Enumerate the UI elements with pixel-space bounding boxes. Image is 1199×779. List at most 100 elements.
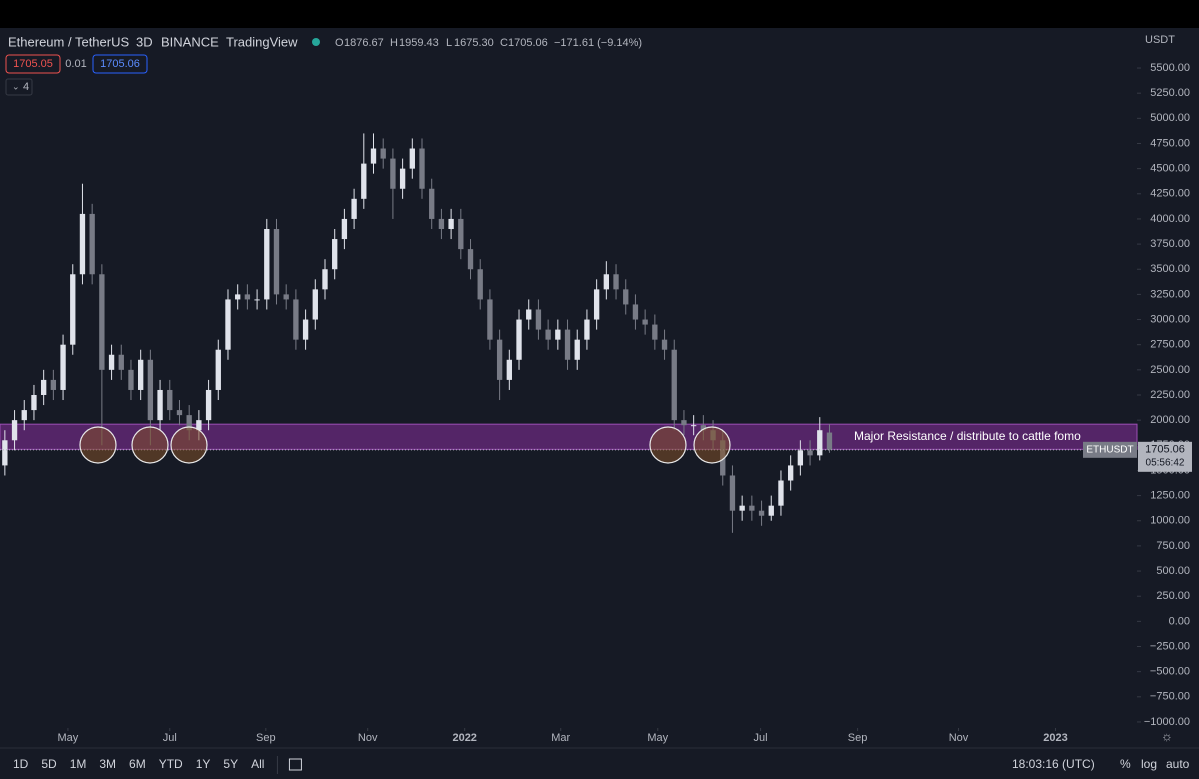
x-tick-label: Jul <box>754 732 768 744</box>
x-tick-label: Nov <box>949 732 969 744</box>
countdown: 05:56:42 <box>1146 457 1185 468</box>
candle-body <box>438 218 445 229</box>
price-tag-text: 1705.06 <box>1145 444 1185 456</box>
y-tick-label: −250.00 <box>1150 640 1190 652</box>
candle-body <box>235 294 241 300</box>
settings-icon[interactable]: ☼ <box>1161 728 1173 743</box>
low: 1675.30 <box>454 37 494 49</box>
candle-body <box>807 450 813 456</box>
sell-box[interactable] <box>5 54 61 74</box>
range-button[interactable]: YTD <box>159 757 183 771</box>
candle-body <box>176 410 183 416</box>
status-dot <box>312 38 320 46</box>
currency[interactable]: USDT <box>1145 34 1175 46</box>
exchange: BINANCE <box>161 34 219 49</box>
candle-body <box>797 450 804 466</box>
candle-body <box>138 359 144 390</box>
candle-body <box>506 359 512 380</box>
candle-body <box>60 344 66 390</box>
open: 1876.67 <box>344 37 384 49</box>
range-button[interactable]: 1Y <box>196 757 211 771</box>
y-tick-label: 2000.00 <box>1150 414 1190 426</box>
x-tick-label: May <box>58 732 79 744</box>
candle-body <box>758 510 765 516</box>
candle-body <box>390 158 396 189</box>
candle-body <box>302 319 309 340</box>
symbol: Ethereum / TetherUS <box>8 34 129 49</box>
y-tick-label: 5500.00 <box>1150 62 1190 74</box>
log-toggle[interactable]: log <box>1141 757 1157 771</box>
close: 1705.06 <box>508 37 548 49</box>
candle-body <box>79 213 86 275</box>
indicator-count[interactable]: 4 <box>23 81 29 93</box>
candle-body <box>341 218 348 240</box>
y-tick-label: −500.00 <box>1150 666 1190 678</box>
candle-body <box>205 389 212 421</box>
range-button[interactable]: 1D <box>13 757 29 771</box>
candle-body <box>254 299 260 301</box>
range-button[interactable]: All <box>251 757 264 771</box>
compare-icon[interactable] <box>288 758 302 771</box>
y-tick-label: 2500.00 <box>1150 364 1190 376</box>
candle-body <box>729 475 736 511</box>
candle-body <box>118 354 124 370</box>
symbol-tag-text: ETHUSDT <box>1086 444 1133 455</box>
y-tick-label: 4250.00 <box>1150 188 1190 200</box>
candle-body <box>380 148 386 159</box>
range-button[interactable]: 5D <box>41 757 57 771</box>
candle-body <box>700 425 707 431</box>
y-tick-label: 750.00 <box>1156 540 1190 552</box>
h-label: H <box>390 37 398 49</box>
candle-body <box>642 319 648 325</box>
circle-marker <box>693 426 731 464</box>
indicator-toggle[interactable] <box>5 78 33 96</box>
candle-body <box>545 329 551 340</box>
candle-body <box>632 304 639 320</box>
range-button[interactable]: 1M <box>70 757 87 771</box>
symbol-tag <box>1083 441 1137 458</box>
candle-body <box>690 425 697 427</box>
candle-body <box>613 274 619 290</box>
candle-body <box>264 228 270 300</box>
buy-price[interactable]: 1705.06 <box>100 58 140 70</box>
candle-body <box>817 430 823 456</box>
x-tick-label: Nov <box>358 732 378 744</box>
candle-body <box>244 294 251 300</box>
auto-toggle[interactable]: auto <box>1166 757 1190 771</box>
percent-toggle[interactable]: % <box>1120 757 1131 771</box>
candle-body <box>225 299 231 350</box>
candle-body <box>516 319 522 360</box>
y-tick-label: −750.00 <box>1150 691 1190 703</box>
source: TradingView <box>226 34 298 49</box>
range-button[interactable]: 3M <box>99 757 116 771</box>
candle-body <box>196 420 202 431</box>
candle-body <box>351 198 357 219</box>
candle-body <box>312 289 318 320</box>
y-tick-label: 0.00 <box>1169 615 1190 627</box>
candle-body <box>11 420 18 441</box>
buy-box[interactable] <box>92 54 148 74</box>
sell-price[interactable]: 1705.05 <box>13 58 53 70</box>
candle-body <box>2 440 8 466</box>
range-button[interactable]: 5Y <box>223 757 238 771</box>
candle-body <box>21 410 27 421</box>
candle-body <box>681 420 687 426</box>
candle-body <box>671 349 677 421</box>
candle-body <box>215 349 221 390</box>
candle-body <box>31 394 37 411</box>
candle-body <box>526 309 532 320</box>
circle-marker <box>131 426 169 464</box>
c-label: C <box>500 37 508 49</box>
candle-body <box>399 168 406 189</box>
annotation: Major Resistance / distribute to cattle … <box>854 429 1081 443</box>
y-tick-label: 1250.00 <box>1150 490 1190 502</box>
candle-body <box>273 228 280 295</box>
range-button[interactable]: 6M <box>129 757 146 771</box>
x-tick-label: May <box>647 732 668 744</box>
candle-body <box>147 359 154 421</box>
candle-body <box>370 148 377 164</box>
y-tick-label: 3250.00 <box>1150 288 1190 300</box>
x-tick-label: 2023 <box>1043 732 1067 744</box>
candle-body <box>128 369 134 390</box>
